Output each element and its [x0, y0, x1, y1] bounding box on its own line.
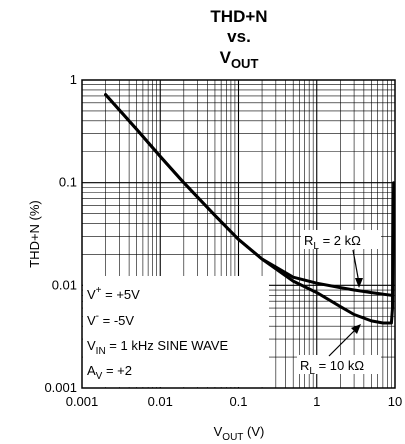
x-axis-label-sub: OUT	[222, 432, 243, 443]
x-axis-label-main: V	[214, 424, 223, 439]
x-axis-label: VOUT (V)	[214, 424, 265, 443]
y-tick-labels: 0.001 0.01 0.1 1	[44, 72, 77, 395]
y-tick-label: 0.01	[52, 277, 77, 292]
x-tick-label: 0.1	[229, 394, 247, 409]
condition-gain: AV = +2	[87, 363, 132, 382]
x-tick-label: 0.01	[148, 394, 173, 409]
chart-title-line2: vs.	[227, 27, 251, 46]
pointer-arrow-rl-10k	[328, 324, 361, 357]
label-bg-rl-2k	[301, 230, 381, 249]
series-label-rl-10k: RL = 10 kΩ	[300, 358, 364, 377]
series-line-rl-10k	[104, 93, 396, 325]
x-tick-labels: 0.001 0.01 0.1 1 10	[66, 394, 403, 409]
y-tick-label: 0.001	[44, 380, 77, 395]
condition-vminus: V- = -5V	[87, 311, 134, 328]
series-line-rl-2k	[104, 93, 393, 297]
y-axis-label: THD+N (%)	[27, 200, 42, 268]
condition-vplus: V+ = +5V	[87, 285, 140, 302]
plot-frame	[81, 79, 396, 389]
x-tick-label: 1	[313, 394, 320, 409]
condition-vin: VIN = 1 kHz SINE WAVE	[87, 338, 228, 357]
chart-title-main: V	[220, 48, 232, 67]
conditions-box: V+ = +5V V- = -5V VIN = 1 kHz SINE WAVE …	[83, 276, 269, 387]
y-tick-label: 0.1	[59, 175, 77, 190]
chart-title-line3: VOUT	[220, 48, 259, 71]
label-bg-rl-10k	[297, 355, 381, 374]
y-tick-label: 1	[70, 72, 77, 87]
x-tick-label: 0.001	[66, 394, 99, 409]
conditions-box-bg	[83, 276, 269, 387]
chart-title-sub: OUT	[231, 56, 259, 71]
x-axis-label-rest: (V)	[243, 424, 264, 439]
x-tick-label: 10	[388, 394, 402, 409]
chart-title-line1: THD+N	[210, 7, 267, 26]
pointer-arrow-rl-2k	[352, 249, 363, 288]
series-label-rl-2k: RL = 2 kΩ	[304, 233, 361, 252]
